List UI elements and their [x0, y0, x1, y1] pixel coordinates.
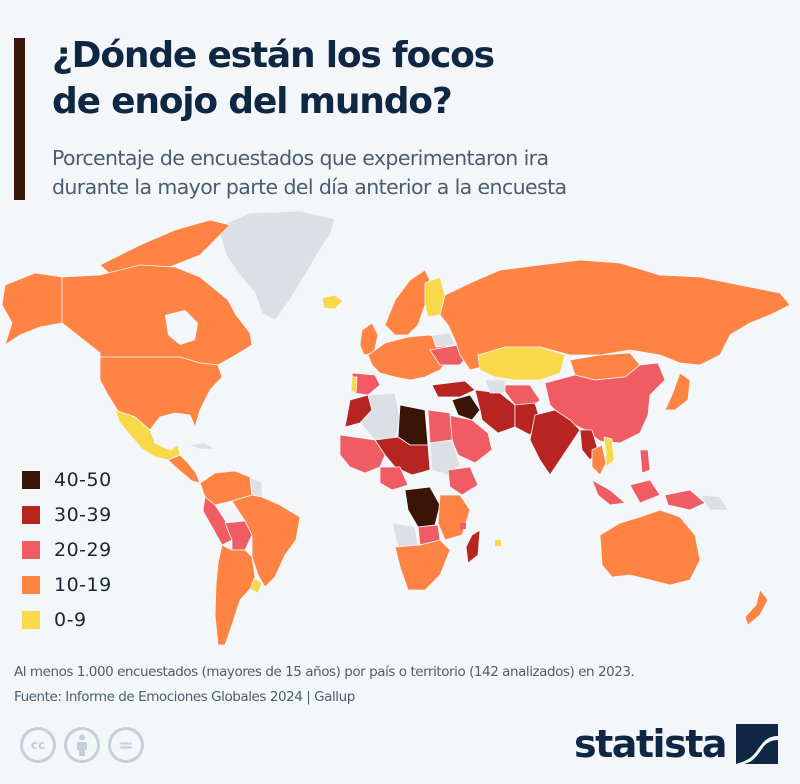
region-nigeria: [379, 466, 409, 491]
legend-swatch: [22, 575, 40, 594]
region-central-america: [167, 454, 201, 484]
legend-label: 30-39: [54, 503, 112, 526]
world-choropleth-map: [1, 210, 791, 646]
subtitle-line-2: durante la mayor parte del día anterior …: [52, 175, 567, 199]
legend-item-20-29: 20-29: [22, 532, 112, 567]
legend-item-30-39: 30-39: [22, 497, 112, 532]
region-png: [699, 494, 729, 511]
legend-swatch: [22, 505, 40, 524]
region-brazil: [231, 494, 301, 588]
region-turkey: [431, 380, 476, 398]
footer-notes: Al menos 1.000 encuestados (mayores de 1…: [14, 660, 635, 710]
legend-item-0-9: 0-9: [22, 602, 112, 637]
legend-label: 40-50: [54, 468, 112, 491]
region-southern-africa: [394, 539, 451, 591]
region-alaska: [1, 272, 63, 346]
region-india: [529, 409, 581, 476]
region-western-europe: [367, 334, 449, 381]
methodology-note: Al menos 1.000 encuestados (mayores de 1…: [14, 664, 635, 680]
legend-swatch: [22, 610, 40, 629]
region-peru: [202, 496, 233, 546]
region-iran: [474, 389, 516, 434]
region-kazakhstan: [477, 346, 566, 381]
page-title: ¿Dónde están los focos de enojo del mund…: [52, 33, 495, 125]
brand-name: statista: [573, 722, 728, 766]
statista-mark-icon: [736, 724, 778, 764]
region-iceland: [321, 294, 344, 310]
region-southern-cone: [214, 544, 256, 646]
region-usa: [99, 356, 223, 431]
attribution-icon[interactable]: [64, 727, 100, 763]
region-angola: [391, 522, 419, 548]
no-derivatives-icon[interactable]: =: [108, 727, 144, 763]
region-guyana: [249, 476, 263, 498]
region-australia: [599, 509, 701, 586]
legend-label: 10-19: [54, 573, 112, 596]
region-philippines: [639, 449, 651, 474]
legend-label: 0-9: [54, 608, 87, 631]
title-line-1: ¿Dónde están los focos: [52, 35, 495, 76]
map-legend: 40-50 30-39 20-29 10-19 0-9: [22, 462, 112, 637]
region-mauritius: [495, 540, 501, 546]
page-subtitle: Porcentaje de encuestados que experiment…: [52, 144, 567, 202]
region-indonesia: [591, 479, 706, 511]
statista-logo[interactable]: statista: [574, 722, 778, 766]
source-note: Fuente: Informe de Emociones Globales 20…: [14, 689, 355, 705]
region-madagascar: [465, 529, 481, 564]
title-line-2: de enojo del mundo?: [52, 81, 453, 122]
region-cuba: [187, 442, 216, 450]
region-canada: [61, 264, 253, 366]
subtitle-line-1: Porcentaje de encuestados que experiment…: [52, 146, 549, 170]
region-libya: [397, 404, 429, 446]
license-icons: cc =: [20, 727, 144, 763]
region-east-africa: [437, 494, 471, 541]
region-egypt: [427, 409, 453, 444]
region-belarus: [431, 332, 456, 348]
region-japan: [664, 372, 691, 411]
region-greenland: [217, 210, 336, 321]
region-new-zealand: [744, 589, 769, 626]
cc-icon[interactable]: cc: [20, 727, 56, 763]
legend-swatch: [22, 540, 40, 559]
region-thailand: [591, 444, 607, 476]
region-portugal: [350, 376, 358, 394]
legend-label: 20-29: [54, 538, 112, 561]
legend-swatch: [22, 470, 40, 489]
region-ethiopia: [447, 466, 479, 496]
legend-item-40-50: 40-50: [22, 462, 112, 497]
legend-item-10-19: 10-19: [22, 567, 112, 602]
region-iraq: [451, 394, 481, 421]
title-accent-bar: [14, 38, 25, 200]
region-turkmenistan: [484, 379, 506, 394]
region-drc: [404, 486, 441, 528]
person-icon: [77, 734, 87, 756]
region-comoros: [460, 523, 466, 529]
region-sahel: [374, 436, 431, 476]
region-vietnam: [603, 436, 615, 468]
